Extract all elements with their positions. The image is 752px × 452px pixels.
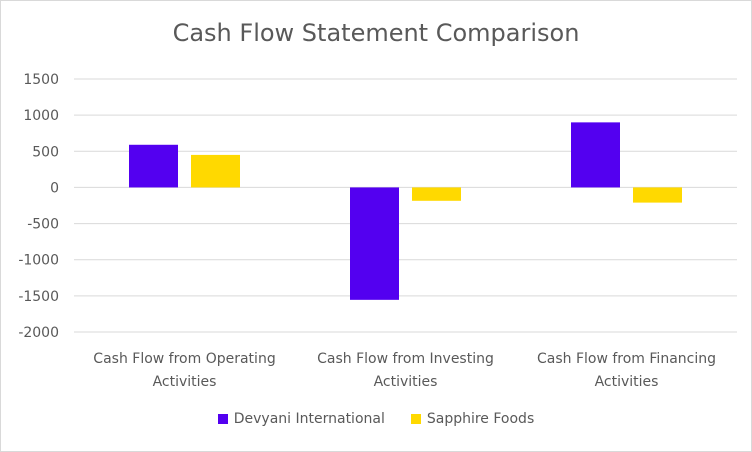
bar-sapphire-foods <box>633 187 682 203</box>
x-category-label: Activities <box>595 374 659 390</box>
x-category-label: Cash Flow from Operating <box>93 351 275 367</box>
legend-swatch <box>217 414 228 424</box>
legend-swatch <box>410 414 421 424</box>
y-tick-label: 0 <box>50 180 59 196</box>
chart-title: Cash Flow Statement Comparison <box>172 19 580 47</box>
legend-label: Devyani International <box>233 411 385 427</box>
x-category-label: Cash Flow from Financing <box>537 351 716 367</box>
y-tick-label: -1500 <box>18 289 59 305</box>
x-category-label: Activities <box>153 374 217 390</box>
x-category-label: Activities <box>374 374 438 390</box>
y-tick-label: -500 <box>27 217 59 233</box>
legend: Devyani International Sapphire Foods <box>1 411 751 427</box>
y-tick-label: -1000 <box>18 253 59 269</box>
legend-item: Sapphire Foods <box>410 411 535 427</box>
y-tick-label: 1000 <box>23 108 59 124</box>
legend-item: Devyani International <box>217 411 385 427</box>
legend-label: Sapphire Foods <box>426 411 535 427</box>
bar-devyani-international <box>350 187 399 300</box>
bar-sapphire-foods <box>191 154 240 188</box>
y-tick-label: 500 <box>32 144 59 160</box>
x-category-label: Cash Flow from Investing <box>317 351 494 367</box>
bar-devyani-international <box>129 144 178 188</box>
y-tick-label: -2000 <box>18 325 59 341</box>
bar-devyani-international <box>571 122 620 188</box>
y-tick-label: 1500 <box>23 72 59 88</box>
bar-sapphire-foods <box>412 187 461 201</box>
